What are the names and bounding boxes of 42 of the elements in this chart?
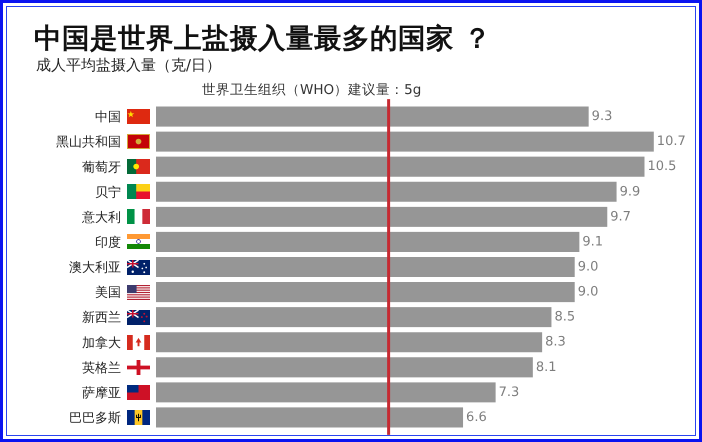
bar: [156, 156, 644, 177]
bar: [156, 307, 552, 328]
bar: [156, 407, 464, 428]
y-tick-label: 美国: [95, 284, 121, 301]
data-label: 8.1: [536, 360, 557, 375]
y-tick-label: 英格兰: [82, 360, 121, 376]
chart-title: 中国是世界上盐摄入量最多的国家 ？: [34, 22, 492, 55]
bar: [156, 282, 575, 302]
data-label: 9.7: [610, 209, 631, 224]
y-tick-label: 加拿大: [82, 336, 121, 351]
bar: [156, 256, 575, 278]
data-label: 9.1: [582, 234, 604, 250]
y-tick-label: 中国: [95, 110, 121, 126]
y-tick-label: 巴巴多斯: [69, 411, 121, 426]
data-label: 7.3: [498, 384, 520, 400]
data-label: 10.7: [656, 134, 686, 150]
data-label: 9.0: [578, 260, 598, 274]
y-tick-label: 贝宁: [95, 184, 121, 200]
bar: [156, 206, 608, 227]
y-tick-label: 意大利: [81, 210, 121, 226]
y-tick-label: 新西兰: [82, 310, 121, 326]
data-label: 8.5: [554, 310, 576, 325]
data-label: 10.5: [648, 159, 676, 174]
y-tick-label: 葡萄牙: [82, 160, 121, 176]
bar: [156, 232, 580, 252]
data-label: 6.6: [466, 410, 487, 425]
data-label: 9.0: [578, 284, 598, 300]
y-tick-label: 澳大利亚: [69, 260, 121, 276]
y-tick-label: 印度: [95, 234, 121, 250]
bar: [156, 182, 617, 202]
bar: [156, 106, 589, 127]
ref-line-label: 世界卫生组织（WHO）建议量：5g: [202, 82, 422, 98]
bar: [156, 332, 542, 352]
data-label: 9.3: [592, 109, 612, 124]
bar: [156, 357, 533, 378]
data-label: 8.3: [545, 334, 566, 350]
bar: [156, 132, 654, 152]
y-tick-label: 黑山共和国: [56, 135, 121, 150]
bar: [156, 382, 496, 402]
chart-subtitle: 成人平均盐摄入量（克/日）: [36, 56, 222, 74]
data-label: 9.9: [620, 184, 640, 200]
y-tick-label: 萨摩亚: [82, 386, 121, 401]
